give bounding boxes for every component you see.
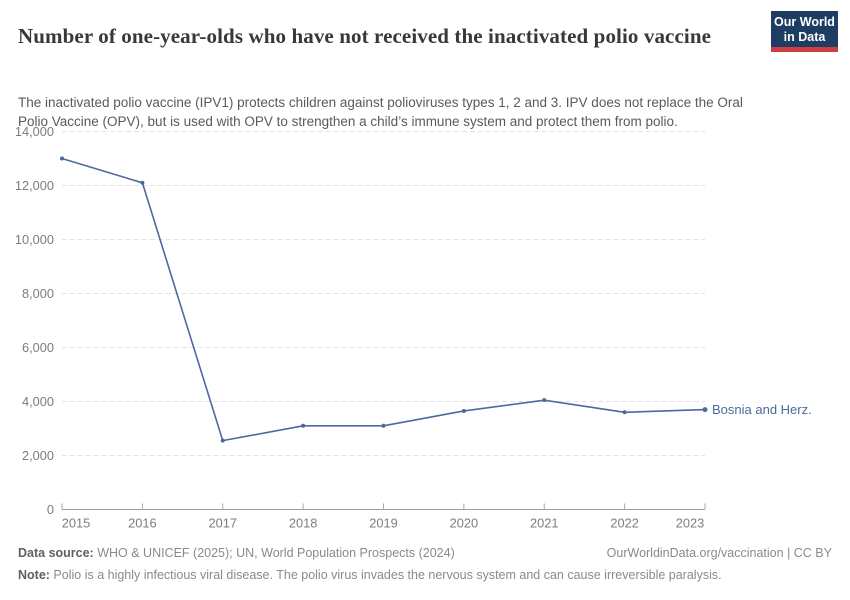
owid-logo-line2: in Data (783, 30, 826, 44)
chart-subtitle: The inactivated polio vaccine (IPV1) pro… (18, 94, 743, 129)
data-point[interactable] (461, 408, 466, 413)
y-axis-tick-label: 0 (47, 502, 54, 517)
owid-license-link[interactable]: OurWorldinData.org/vaccination | CC BY (606, 546, 832, 560)
y-axis-tick-label: 6,000 (22, 340, 54, 355)
x-axis-tick-label: 2022 (610, 516, 638, 531)
data-source-label: Data source: (18, 546, 94, 560)
data-point[interactable] (381, 423, 386, 428)
y-axis-tick-label: 12,000 (15, 178, 54, 193)
y-axis-tick-label: 8,000 (22, 286, 54, 301)
y-axis-tick-label: 4,000 (22, 394, 54, 409)
note-label: Note: (18, 568, 50, 582)
chart-footer: Data source: WHO & UNICEF (2025); UN, Wo… (18, 545, 832, 584)
note-text: Polio is a highly infectious viral disea… (49, 568, 722, 582)
chart-area: 0 2,000 4,000 6,000 8,000 10,000 12,000 14,000 2… (0, 124, 850, 540)
data-point[interactable] (301, 423, 306, 428)
x-axis-tick-label: 2017 (209, 516, 237, 531)
x-axis-tick-label: 2016 (128, 516, 156, 531)
y-axis-tick-label: 14,000 (15, 125, 54, 139)
y-axis-tick-label: 10,000 (15, 232, 54, 247)
data-point[interactable] (60, 156, 64, 161)
data-point[interactable] (220, 438, 225, 443)
x-axis-tick-label: 2021 (530, 516, 558, 531)
x-axis-tick-label: 2018 (289, 516, 317, 531)
data-point[interactable] (702, 407, 708, 413)
owid-logo[interactable]: Our World in Data (771, 11, 838, 52)
series-end-label: Bosnia and Herz. (712, 402, 812, 417)
data-point[interactable] (622, 410, 627, 415)
owid-logo-line1: Our World (774, 15, 835, 29)
data-source-text: WHO & UNICEF (2025); UN, World Populatio… (93, 546, 455, 560)
x-axis-tick-label: 2019 (369, 516, 397, 531)
data-point[interactable] (140, 180, 145, 185)
data-line[interactable] (61, 157, 706, 442)
chart-canvas[interactable]: 0 2,000 4,000 6,000 8,000 10,000 12,000 14,000 2… (0, 124, 850, 540)
note-line: Note: Polio is a highly infectious viral… (18, 567, 832, 584)
x-axis-tick-label: 2015 (62, 516, 90, 531)
x-axis-tick-label: 2020 (450, 516, 478, 531)
chart-title: Number of one-year-olds who have not rec… (18, 24, 712, 49)
data-source-line: Data source: WHO & UNICEF (2025); UN, Wo… (18, 545, 455, 562)
x-axis-tick-label: 2023 (676, 516, 704, 531)
data-point[interactable] (542, 398, 547, 403)
y-axis-tick-label: 2,000 (22, 448, 54, 463)
